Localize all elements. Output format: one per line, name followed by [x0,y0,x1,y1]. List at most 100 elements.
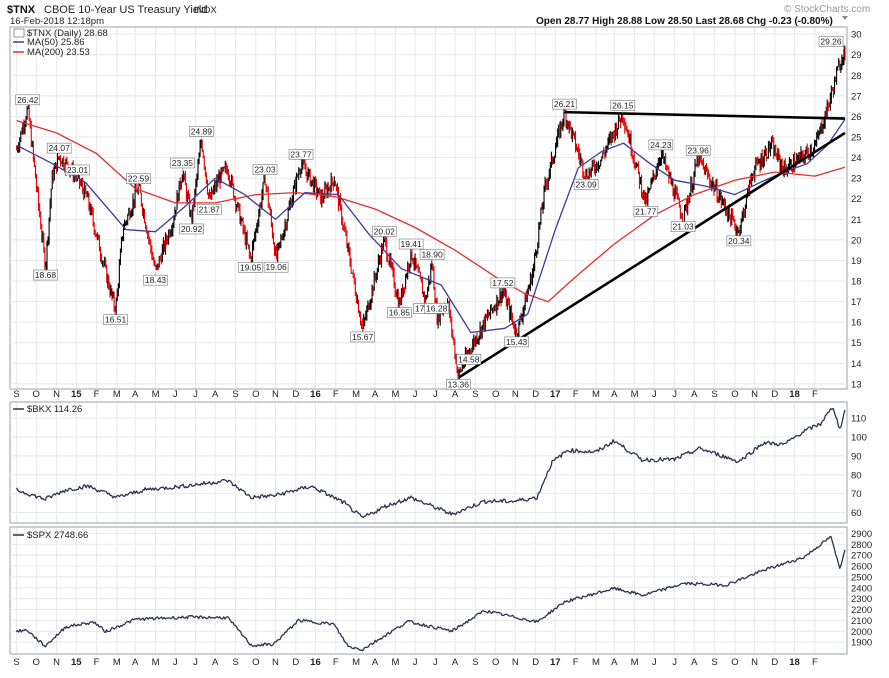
annotation-box [573,179,599,190]
annotation-box [818,36,844,47]
annotation-box [288,149,314,160]
annotation-box [33,269,58,281]
annotation-box [490,277,516,289]
x-tick-f: F [333,657,339,668]
y-tick: 2800 [851,540,872,551]
trendline [564,110,846,120]
annotation-label: 20.34 [728,236,750,246]
x-tick-o: O [252,389,259,400]
chevron-down-icon[interactable] [842,16,848,20]
y-tick: 15 [851,338,862,349]
x-tick-a: A [691,657,698,668]
annotation-label: 23.03 [254,165,276,175]
x-tick-s: S [472,389,478,400]
x-tick-j: J [413,657,418,668]
x-tick-j: J [173,389,178,400]
x-tick-s: S [232,389,238,400]
x-axis-labels-bottom: S O N 15 F M A M J J A S O N D 16 F M A M J J A S O N D 17 F M A M J J A S O… [13,657,818,668]
annotation-box [398,238,424,250]
x-tick-m: M [113,657,121,668]
annotation-label: 21.03 [672,222,694,232]
x-tick-s: S [711,389,717,400]
annotation-box [15,94,41,106]
annotation-box [648,139,674,151]
annotation-box [46,142,72,154]
x-tick-d: D [532,389,539,400]
y-tick: 13 [851,379,862,390]
annotation-label: 20.02 [374,226,396,236]
x-tick-16: 16 [310,389,321,400]
y-tick: 2500 [851,572,872,583]
x-tick-d: D [292,389,299,400]
annotation-label: 23.09 [575,179,597,189]
x-tick-a: A [452,389,459,400]
x-tick-m: M [592,657,600,668]
x-tick-15: 15 [71,657,82,668]
annotation-label: 23.01 [67,165,89,175]
y-tick: 2400 [851,583,872,594]
x-tick-m: M [152,657,160,668]
annotation-label: 19.41 [400,239,422,249]
x-tick-j: J [433,389,438,400]
annotation-label: 13.36 [448,379,470,389]
x-tick-o: O [492,657,499,668]
legend-spx: $SPX 2748.66 [27,530,88,541]
x-tick-d: D [532,657,539,668]
y-tick: 90 [851,451,862,462]
x-tick-m: M [631,389,639,400]
annotation-label: 24.89 [191,126,213,136]
y-axis-ticks: 13 14 15 16 17 18 19 20 21 22 23 24 25 26 27 28 29 30 60 70… [851,30,872,649]
x-tick-a: A [212,657,219,668]
x-tick-m: M [592,389,600,400]
legend-bkx: $BKX 114.26 [27,404,82,415]
annotation-box [504,336,529,348]
x-tick-o: O [33,389,40,400]
annotation-label: 21.87 [199,204,221,214]
y-tick: 19 [851,256,862,267]
annotation-box [170,157,195,169]
annotation-label: 23.35 [172,158,194,168]
x-tick-o: O [492,389,499,400]
x-tick-s: S [232,657,238,668]
x-tick-a: A [372,657,379,668]
chart-date: 16-Feb-2018 12:18pm [10,16,104,27]
spx-line [16,535,846,652]
x-tick-16: 16 [310,657,321,668]
y-tick: 23 [851,174,862,185]
y-tick: 17 [851,297,862,308]
y-tick: 29 [851,50,862,61]
annotation-box [424,303,449,314]
annotation-label: 24.23 [650,140,672,150]
annotation-label: 23.77 [290,149,312,159]
y-tick: 2000 [851,627,872,638]
y-tick: 70 [851,489,862,500]
annotation-label: 24.07 [49,143,71,153]
annotation-label: 20.92 [181,224,203,234]
annotation-label: 26.21 [554,99,576,109]
y-tick: 2300 [851,594,872,605]
x-tick-j: J [193,657,198,668]
value-annotations: 26.42 18.68 24.07 23.01 16.51 22.59 18.43 23.35… [15,36,844,390]
x-tick-18: 18 [789,657,800,668]
x-tick-f: F [573,389,579,400]
exchange-label: INDX [194,5,217,16]
bkx-legend: $BKX 114.26 [13,404,82,415]
plot-series [16,45,846,652]
y-tick: 2700 [851,551,872,562]
x-tick-m: M [391,657,399,668]
annotation-label: 19.06 [265,262,287,272]
x-tick-n: N [512,657,519,668]
x-tick-j: J [173,657,178,668]
annotation-label: 15.43 [506,337,528,347]
x-tick-d: D [771,657,778,668]
annotation-label: 16.85 [389,308,411,318]
annotation-box [252,164,278,175]
annotation-box [552,98,577,110]
x-tick-j: J [672,657,677,668]
x-tick-15: 15 [71,389,82,400]
tnx-legend: $TNX (Daily) 28.68 MA(50) 25.86 MA(200) … [13,28,108,58]
x-tick-j: J [672,389,677,400]
annotation-label: 21.77 [635,206,657,216]
x-tick-o: O [731,657,738,668]
